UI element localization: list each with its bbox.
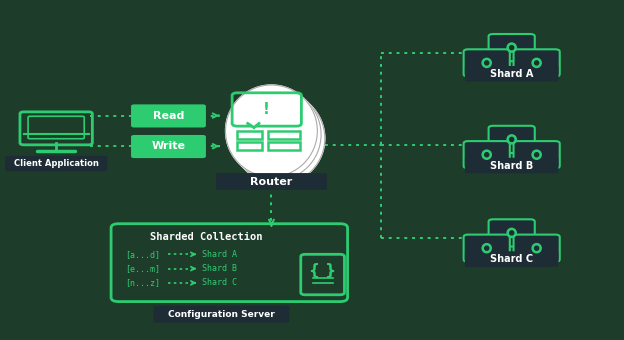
Text: [n...z]: [n...z] — [125, 278, 160, 287]
Polygon shape — [248, 123, 259, 128]
Text: Shard A: Shard A — [202, 250, 236, 259]
FancyBboxPatch shape — [216, 173, 327, 190]
Ellipse shape — [233, 92, 325, 184]
FancyBboxPatch shape — [465, 251, 558, 267]
Ellipse shape — [482, 243, 491, 253]
Ellipse shape — [532, 243, 541, 253]
FancyBboxPatch shape — [465, 158, 558, 173]
Text: [e...m]: [e...m] — [125, 264, 160, 273]
Ellipse shape — [535, 153, 539, 157]
Ellipse shape — [510, 46, 514, 50]
FancyBboxPatch shape — [5, 156, 107, 171]
FancyBboxPatch shape — [489, 219, 535, 246]
Ellipse shape — [485, 61, 489, 65]
Text: Write: Write — [152, 141, 185, 151]
Text: [a...d]: [a...d] — [125, 250, 160, 259]
Ellipse shape — [229, 89, 321, 181]
FancyBboxPatch shape — [131, 104, 206, 128]
FancyBboxPatch shape — [464, 49, 510, 76]
FancyBboxPatch shape — [489, 126, 535, 153]
Text: Shard B: Shard B — [490, 160, 534, 171]
Text: Shard C: Shard C — [202, 278, 236, 287]
Text: Router: Router — [250, 177, 293, 187]
Text: Shard A: Shard A — [490, 69, 534, 79]
FancyBboxPatch shape — [464, 141, 510, 168]
Text: Shard B: Shard B — [202, 264, 236, 273]
FancyBboxPatch shape — [514, 49, 560, 76]
Text: { }: { } — [309, 264, 336, 278]
FancyBboxPatch shape — [154, 306, 290, 323]
FancyBboxPatch shape — [514, 235, 560, 262]
Text: Client Application: Client Application — [14, 159, 99, 168]
Ellipse shape — [225, 85, 318, 177]
Text: Shard C: Shard C — [490, 254, 534, 264]
Ellipse shape — [532, 58, 541, 67]
FancyBboxPatch shape — [465, 66, 558, 82]
Ellipse shape — [507, 228, 516, 237]
FancyBboxPatch shape — [514, 141, 560, 168]
Ellipse shape — [532, 150, 541, 159]
Ellipse shape — [482, 58, 491, 67]
Ellipse shape — [535, 246, 539, 250]
Ellipse shape — [485, 153, 489, 157]
Text: Sharded Collection: Sharded Collection — [150, 232, 262, 242]
Text: Read: Read — [153, 110, 184, 121]
Ellipse shape — [535, 61, 539, 65]
FancyBboxPatch shape — [464, 235, 510, 262]
FancyBboxPatch shape — [489, 34, 535, 61]
Ellipse shape — [510, 231, 514, 235]
Ellipse shape — [507, 135, 516, 144]
Ellipse shape — [507, 43, 516, 52]
FancyBboxPatch shape — [131, 135, 206, 158]
Ellipse shape — [510, 137, 514, 141]
Ellipse shape — [482, 150, 491, 159]
Ellipse shape — [485, 246, 489, 250]
Text: Configuration Server: Configuration Server — [168, 310, 275, 319]
Text: !: ! — [263, 102, 270, 117]
